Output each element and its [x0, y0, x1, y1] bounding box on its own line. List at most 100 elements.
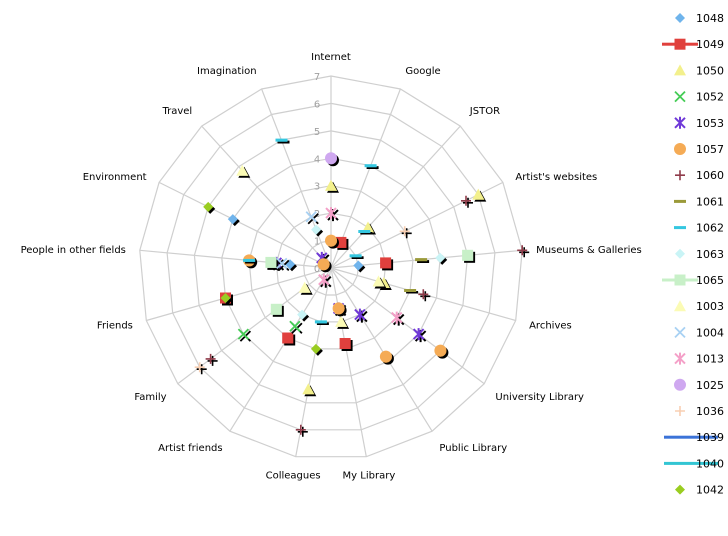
- tick-label: 5: [314, 127, 320, 138]
- marker-1042: [310, 343, 321, 354]
- marker-1048: [353, 260, 364, 271]
- legend-item-1004: 1004: [674, 326, 724, 339]
- marker-1057: [434, 344, 447, 357]
- marker-1060: [205, 353, 216, 364]
- marker-1065: [265, 256, 277, 268]
- spoke-people-in-other-fields: [139, 249, 332, 269]
- marker-1052: [289, 320, 301, 332]
- spoke-artist-friends: [229, 267, 332, 432]
- marker-1063: [297, 309, 308, 320]
- legend-label-1036: 1036: [696, 405, 724, 418]
- marker-1013: [325, 207, 337, 220]
- spoke-friends: [146, 267, 332, 322]
- legend-item-1039: 1039: [664, 431, 724, 444]
- legend-label-1050: 1050: [696, 64, 724, 77]
- legend-label-1052: 1052: [696, 91, 724, 104]
- tick-label: 0: [314, 264, 320, 275]
- data-markers: [194, 138, 528, 435]
- marker-1062: [349, 254, 362, 258]
- marker-1057: [317, 258, 330, 271]
- marker-1036: [399, 226, 410, 237]
- marker-1003: [335, 315, 348, 327]
- marker-1050: [302, 383, 315, 395]
- spoke-university-library: [330, 267, 485, 385]
- tick-label: 1: [314, 237, 320, 248]
- axis-labels: Internet Google JSTOR Artist's websites Muse…: [21, 52, 642, 482]
- marker-1049: [339, 338, 351, 349]
- legend-marker-1050: [674, 64, 686, 76]
- legend-item-1049: 1049: [662, 38, 724, 51]
- legend-item-1052: 1052: [674, 91, 724, 104]
- marker-1004: [305, 211, 317, 223]
- legend-item-1063: 1063: [675, 248, 724, 261]
- marker-1057: [332, 302, 345, 315]
- legend-marker-1042: [675, 484, 685, 495]
- axis-label-environment: Environment: [83, 172, 147, 183]
- marker-1049: [335, 236, 347, 248]
- spoke-travel: [201, 125, 332, 269]
- axis-label-public-library: Public Library: [439, 443, 507, 454]
- marker-1063: [311, 224, 322, 235]
- tick-label: 4: [314, 154, 320, 165]
- legend-label-1060: 1060: [696, 169, 724, 182]
- axis-label-artist-s-websites: Artist's websites: [515, 172, 597, 183]
- legend-marker-1063: [675, 248, 685, 259]
- axis-label-family: Family: [134, 392, 166, 403]
- spoke-my-library: [330, 267, 367, 457]
- marker-1053: [412, 328, 425, 341]
- legend-marker-1060: [675, 170, 685, 181]
- marker-1065: [270, 303, 282, 315]
- tick-label: 3: [314, 182, 320, 193]
- legend-marker-1057: [674, 143, 686, 155]
- marker-1052: [237, 328, 250, 340]
- legend-marker-1004: [674, 326, 686, 339]
- legend-item-1003: 1003: [674, 300, 724, 313]
- legend-item-1048: 1048: [675, 12, 724, 25]
- legend-label-1061: 1061: [696, 195, 724, 208]
- radial-tick-labels: 0 1 2 3 4 5 6 7: [314, 72, 320, 275]
- legend-marker-1053: [674, 116, 686, 129]
- legend-label-1049: 1049: [696, 38, 724, 51]
- axis-label-artist-friends: Artist friends: [158, 443, 222, 454]
- legend: 1048 1049 1050 1052 1053 1057 1060 1061 1062 1063…: [662, 12, 724, 497]
- marker-1003: [298, 281, 311, 293]
- grid-ring-2: [275, 212, 387, 323]
- legend-marker-1003: [674, 300, 686, 312]
- marker-1050: [472, 188, 485, 200]
- legend-item-1057: 1057: [674, 143, 724, 156]
- legend-item-1061: 1061: [674, 195, 724, 208]
- grid-ring-6: [166, 102, 496, 431]
- legend-label-1040: 1040: [696, 457, 724, 470]
- legend-label-1065: 1065: [696, 274, 724, 287]
- marker-1003: [236, 164, 249, 176]
- axis-label-friends: Friends: [97, 320, 133, 331]
- legend-label-1048: 1048: [696, 12, 724, 25]
- marker-1062: [364, 164, 377, 168]
- marker-1062: [358, 230, 371, 233]
- axis-label-travel: Travel: [161, 106, 192, 117]
- marker-1048: [227, 214, 238, 225]
- legend-label-1063: 1063: [696, 248, 724, 261]
- legend-marker-1065: [674, 274, 686, 286]
- grid-ring-5: [193, 130, 469, 404]
- marker-1049: [282, 332, 294, 344]
- spoke-imagination: [261, 88, 332, 269]
- grid-ring-7: [139, 75, 523, 458]
- marker-1062: [314, 320, 327, 324]
- marker-1057: [325, 234, 337, 247]
- legend-item-1042: 1042: [675, 484, 724, 497]
- legend-label-1042: 1042: [696, 484, 724, 497]
- marker-1013: [318, 273, 330, 286]
- tick-label: 6: [314, 99, 320, 110]
- legend-marker-1039: [664, 435, 718, 439]
- legend-item-1013: 1013: [674, 352, 724, 366]
- marker-1042: [220, 293, 231, 303]
- legend-marker-1040: [664, 461, 718, 465]
- marker-1061: [415, 258, 428, 262]
- marker-1060: [517, 245, 528, 256]
- tick-label: 2: [314, 209, 320, 220]
- legend-label-1003: 1003: [696, 300, 724, 313]
- legend-label-1004: 1004: [696, 326, 724, 339]
- marker-1062: [275, 138, 288, 142]
- legend-marker-1062: [674, 226, 686, 230]
